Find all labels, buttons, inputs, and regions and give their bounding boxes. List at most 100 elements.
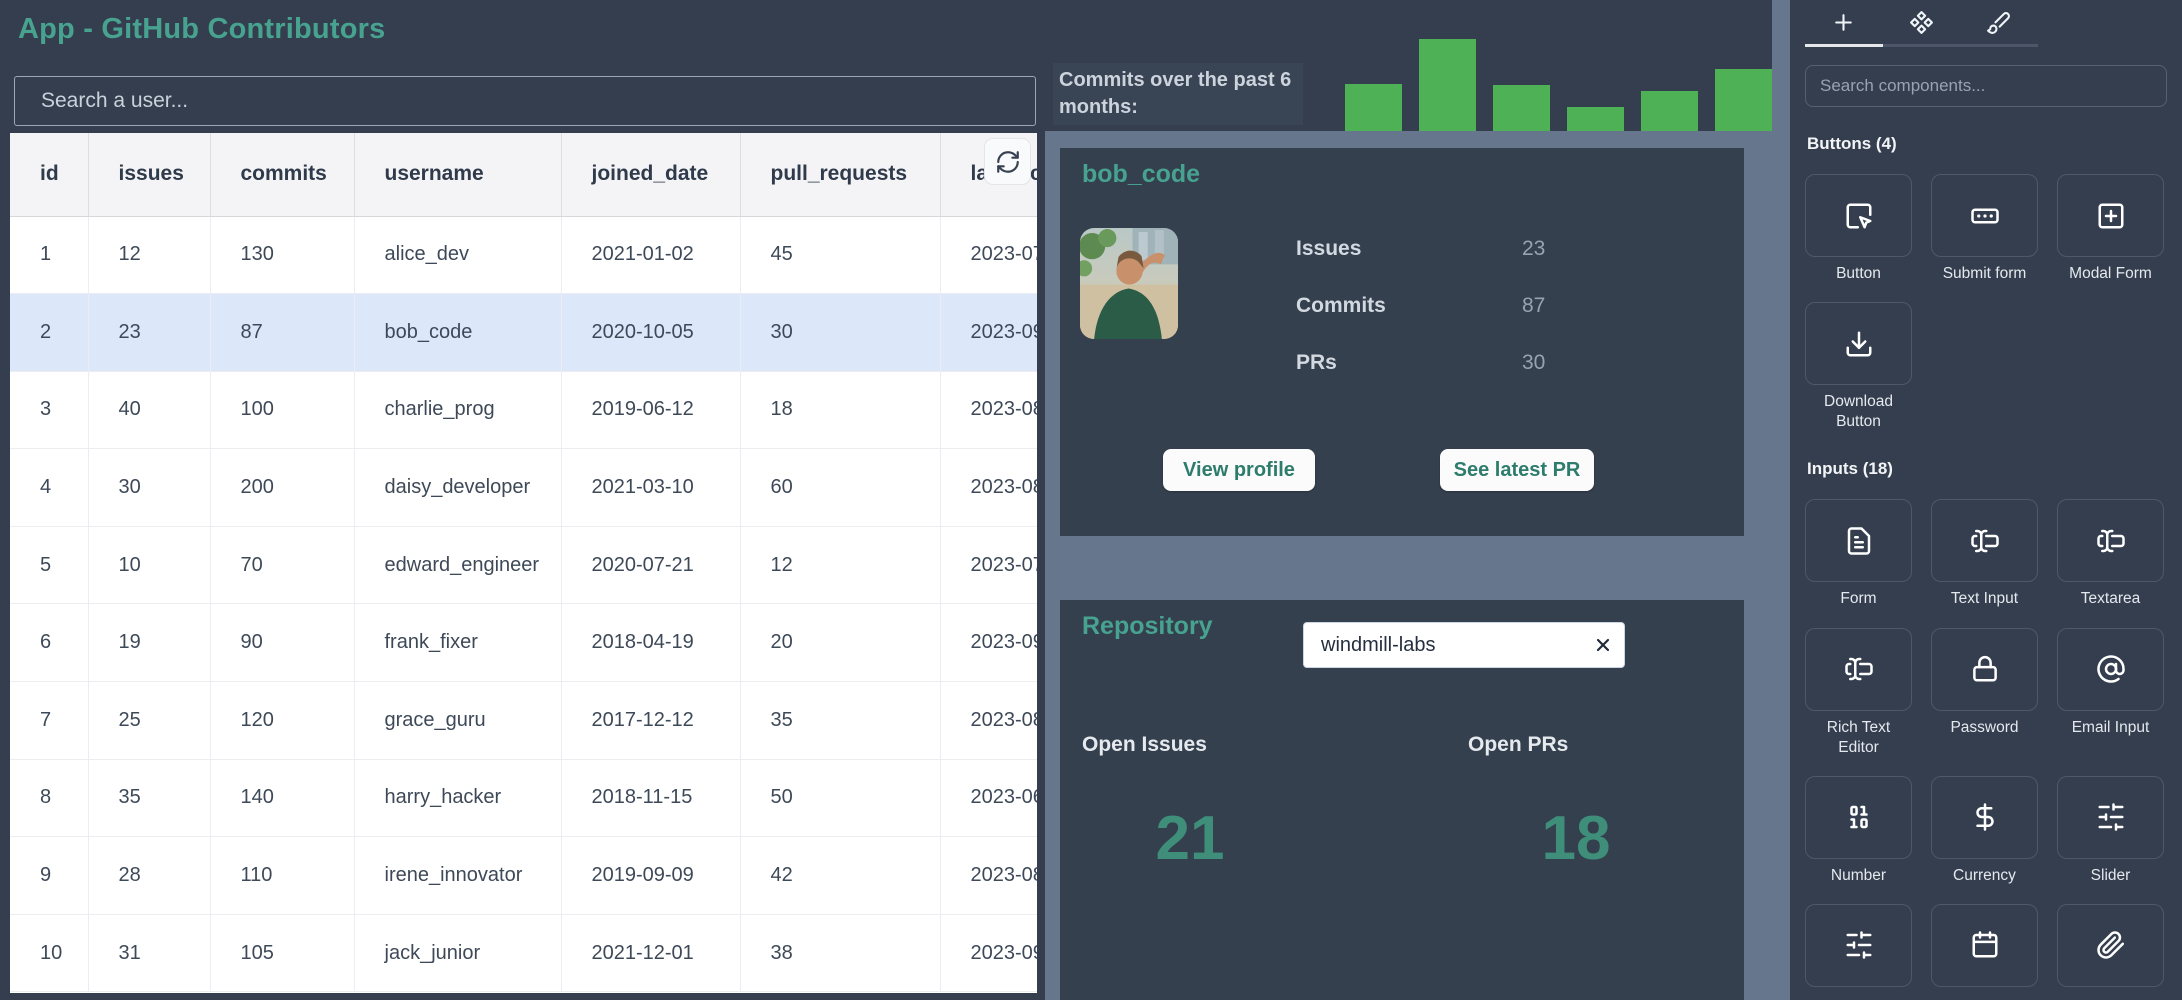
table-row[interactable]: 3 40 100 charlie_prog 2019-06-12 18 2023-08 bbox=[10, 371, 1037, 450]
app-preview-panel: Commits over the past 6 months: bob_code bbox=[1045, 0, 1790, 1000]
table-row[interactable]: 4 30 200 daisy_developer 2021-03-10 60 2023-08 bbox=[10, 448, 1037, 527]
table-cell: 2023-09 bbox=[940, 293, 1037, 372]
table-row[interactable]: 10 31 105 jack_junior 2021-12-01 38 2023-09 bbox=[10, 914, 1037, 993]
column-header-pull_requests: pull_requests bbox=[740, 133, 941, 217]
table-row[interactable]: 1 12 130 alice_dev 2021-01-02 45 2023-07 bbox=[10, 216, 1037, 295]
table-cell: 6 bbox=[10, 603, 89, 683]
table-cell: daisy_developer bbox=[354, 448, 562, 527]
component-button[interactable] bbox=[1805, 174, 1912, 257]
sidebar-tabs bbox=[1805, 0, 2038, 47]
component-label: Form bbox=[1840, 590, 1877, 608]
stat-value: 87 bbox=[1522, 293, 1546, 317]
component-calendar[interactable] bbox=[1931, 903, 2038, 987]
table-cell: 60 bbox=[740, 448, 941, 527]
sidebar-tab-plus-icon[interactable] bbox=[1805, 0, 1883, 47]
page-title: App - GitHub Contributors bbox=[18, 13, 386, 45]
component-item: Form bbox=[1805, 499, 1912, 609]
table-cell: 31 bbox=[88, 914, 211, 993]
table-row[interactable]: 5 10 70 edward_engineer 2020-07-21 12 2023-07 bbox=[10, 526, 1037, 605]
component-label: Currency bbox=[1953, 866, 2016, 884]
view-profile-button[interactable]: View profile bbox=[1163, 449, 1315, 491]
component-rich-text-editor[interactable] bbox=[1805, 627, 1912, 711]
component-download-button[interactable] bbox=[1805, 302, 1912, 386]
contributors-table-panel: id issues commits username joined_date pull_r… bbox=[10, 133, 1037, 1000]
component-textarea[interactable] bbox=[2057, 499, 2164, 583]
chart-bar bbox=[1345, 84, 1402, 131]
component-password[interactable] bbox=[1931, 627, 2038, 711]
sidebar-tab-brush-icon[interactable] bbox=[1960, 0, 2038, 47]
table-cell: 10 bbox=[88, 526, 211, 605]
stat-row-prs: PRs 30 bbox=[1296, 334, 1545, 391]
component-form[interactable] bbox=[1805, 499, 1912, 583]
table-cell: 9 bbox=[10, 836, 89, 915]
component-text-input[interactable] bbox=[1931, 499, 2038, 583]
commits-bar-chart bbox=[1345, 0, 1772, 131]
refresh-icon[interactable] bbox=[984, 138, 1031, 185]
table-row[interactable]: 7 25 120 grace_guru 2017-12-12 35 2023-08 bbox=[10, 681, 1037, 760]
table-header: id issues commits username joined_date pull_r… bbox=[10, 133, 1037, 217]
component-label: Password bbox=[1950, 718, 2019, 736]
table-cell: 90 bbox=[210, 603, 355, 683]
component-sliders[interactable] bbox=[1805, 903, 1912, 987]
table-cell: 2019-06-12 bbox=[561, 371, 741, 450]
table-cell: 30 bbox=[88, 448, 211, 527]
commits-chart-block: Commits over the past 6 months: bbox=[1045, 0, 1772, 131]
component-label: Button bbox=[1836, 265, 1881, 282]
clear-x-icon[interactable] bbox=[1591, 633, 1615, 657]
table-cell: 140 bbox=[210, 759, 355, 838]
see-latest-pr-button[interactable]: See latest PR bbox=[1440, 449, 1594, 491]
table-cell: 87 bbox=[210, 293, 355, 372]
component-email-input[interactable] bbox=[2057, 627, 2164, 711]
table-cell: 2023-08 bbox=[940, 371, 1037, 450]
stat-label: Commits bbox=[1296, 293, 1386, 317]
table-cell: 2017-12-12 bbox=[561, 681, 741, 760]
table-cell: 105 bbox=[210, 914, 355, 993]
section-title: Inputs (18) bbox=[1807, 459, 1893, 479]
component-submit-form[interactable] bbox=[1931, 174, 2038, 257]
component-label: Number bbox=[1830, 866, 1887, 884]
table-cell: 2023-06 bbox=[940, 759, 1037, 838]
component-slider[interactable] bbox=[2057, 775, 2164, 859]
download-icon bbox=[1844, 329, 1874, 359]
stat-label: Issues bbox=[1296, 236, 1362, 260]
lock-icon bbox=[1970, 654, 2000, 684]
table-cell: 50 bbox=[740, 759, 941, 838]
chart-bar bbox=[1493, 85, 1550, 131]
table-cell: 2021-03-10 bbox=[561, 448, 741, 527]
stat-value: 23 bbox=[1522, 236, 1546, 260]
table-cell: alice_dev bbox=[354, 216, 562, 295]
component-label: Email Input bbox=[2071, 718, 2150, 736]
search-user-input[interactable] bbox=[14, 76, 1036, 126]
table-cell: 3 bbox=[10, 371, 89, 450]
component-modal-form[interactable] bbox=[2057, 174, 2164, 257]
table-row[interactable]: 2 23 87 bob_code 2020-10-05 30 2023-09 bbox=[10, 293, 1037, 372]
table-cell: 2021-01-02 bbox=[561, 216, 741, 295]
table-cell: 35 bbox=[740, 681, 941, 760]
search-components-input[interactable] bbox=[1805, 65, 2167, 107]
sidebar-tab-component-icon[interactable] bbox=[1883, 0, 1961, 47]
component-item: Slider bbox=[2057, 775, 2164, 886]
table-cell: irene_innovator bbox=[354, 836, 562, 915]
repository-input[interactable] bbox=[1303, 622, 1625, 668]
component-grid: Form Text Input Textarea Rich Text Editor Pa… bbox=[1805, 499, 2167, 994]
component-item bbox=[1931, 903, 2038, 994]
stat-value: 30 bbox=[1522, 350, 1546, 374]
component-currency[interactable] bbox=[1931, 775, 2038, 859]
table-cell: 30 bbox=[740, 293, 941, 372]
component-number[interactable] bbox=[1805, 775, 1912, 859]
open-issues-value: 21 bbox=[1155, 804, 1225, 873]
rect-ellipsis-icon bbox=[1970, 201, 2000, 231]
table-cell: 45 bbox=[740, 216, 941, 295]
table-row[interactable]: 8 35 140 harry_hacker 2018-11-15 50 2023-06 bbox=[10, 759, 1037, 838]
table-cell: 38 bbox=[740, 914, 941, 993]
component-paperclip[interactable] bbox=[2057, 903, 2164, 987]
stat-label: PRs bbox=[1296, 350, 1337, 374]
table-cell: grace_guru bbox=[354, 681, 562, 760]
table-cell: 35 bbox=[88, 759, 211, 838]
table-row[interactable]: 6 19 90 frank_fixer 2018-04-19 20 2023-09 bbox=[10, 603, 1037, 683]
table-row[interactable]: 9 28 110 irene_innovator 2019-09-09 42 2023-08 bbox=[10, 836, 1037, 915]
sliders-icon bbox=[1844, 930, 1874, 960]
text-cursor-icon bbox=[1844, 654, 1874, 684]
table-body: 1 12 130 alice_dev 2021-01-02 45 2023-07 2 23 87 b… bbox=[10, 216, 1037, 993]
table-cell: 2023-09 bbox=[940, 603, 1037, 683]
